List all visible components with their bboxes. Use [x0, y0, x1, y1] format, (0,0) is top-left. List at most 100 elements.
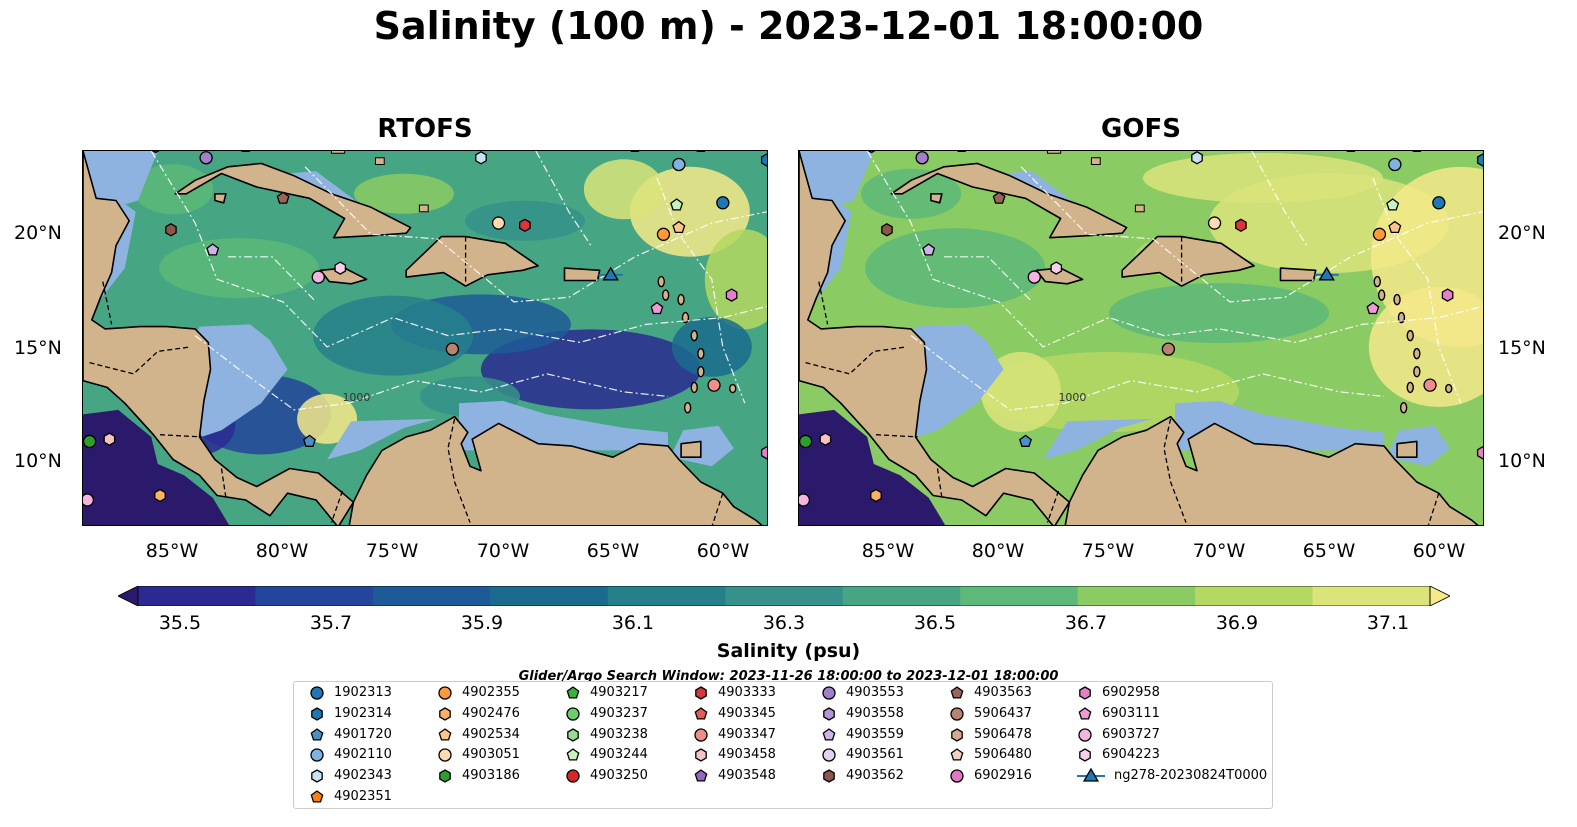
colorbar-tick: 35.5 [158, 612, 202, 634]
land-isla-juventud [214, 192, 227, 204]
float-marker [1388, 157, 1402, 172]
legend-item: 5906478 [948, 725, 1032, 745]
float-marker [716, 196, 730, 210]
float-legend-icon [566, 769, 580, 783]
float-marker [1161, 342, 1176, 356]
colorbar-tick: 35.9 [460, 612, 504, 634]
colorbar-segment [725, 586, 844, 606]
colorbar-tick: 36.9 [1215, 612, 1259, 634]
land-lesser-antilles [1397, 311, 1406, 324]
salinity-patch [159, 238, 320, 299]
legend-marker [439, 769, 451, 783]
colorbar-segment [607, 586, 726, 606]
float-marker [760, 153, 767, 167]
float-legend-icon [950, 769, 964, 783]
legend-label: 6903727 [1102, 726, 1160, 742]
legend-marker [439, 707, 451, 721]
legend-marker [950, 707, 964, 721]
lat-label-15n-left: 15°N [14, 337, 62, 359]
float-legend-icon [694, 769, 708, 782]
search-window-text: Glider/Argo Search Window: 2023-11-26 18… [518, 669, 1059, 684]
legend-item: 6904223 [1076, 745, 1160, 765]
legend-label: 4903548 [718, 768, 776, 784]
float-legend-icon [950, 748, 964, 761]
eez-boundary [944, 256, 1033, 303]
land-south-america [1064, 415, 1479, 525]
legend-label: 5906437 [974, 705, 1032, 721]
lon-label-70w-rtofs: 70°W [476, 540, 530, 562]
float-marker [992, 191, 1006, 204]
legend-label: 4903458 [718, 747, 776, 763]
land-central-america [83, 151, 355, 525]
legend-label: 4903559 [846, 726, 904, 742]
float-marker [1019, 434, 1032, 447]
float-legend-icon [822, 727, 836, 741]
float-marker [725, 288, 738, 302]
legend-marker [951, 727, 963, 742]
land-barbados [1445, 383, 1453, 394]
legend-marker [310, 790, 324, 803]
colorbar-segment [1312, 586, 1431, 606]
legend-item: 4903558 [820, 704, 904, 724]
figure-title: Salinity (100 m) - 2023-12-01 18:00:00 [373, 4, 1204, 48]
colorbar-segment [372, 586, 491, 606]
land-bahamas [374, 157, 385, 166]
gulf-shelf [83, 151, 158, 208]
lat-label-20n-left: 20°N [14, 222, 62, 244]
float-legend-icon [311, 769, 323, 783]
legend-item: 4902534 [436, 725, 520, 745]
lon-label-70w-gofs: 70°W [1192, 540, 1246, 562]
colorbar-extend-max [1429, 586, 1450, 606]
legend-marker [438, 748, 452, 763]
land-bahamas [1134, 204, 1145, 213]
float-legend-icon [439, 707, 451, 721]
country-border [1046, 490, 1060, 523]
legend-marker [566, 707, 580, 721]
float-marker [1235, 218, 1247, 233]
legend-label: 6902916 [974, 768, 1032, 784]
float-legend-icon [822, 748, 836, 763]
land-lesser-antilles [1373, 275, 1381, 288]
land-lesser-antilles [1393, 293, 1401, 306]
legend-marker [694, 706, 708, 720]
legend-marker [438, 727, 452, 741]
float-marker [103, 432, 116, 446]
float-legend-icon [823, 769, 835, 783]
float-marker [656, 227, 671, 241]
legend-marker [310, 686, 324, 700]
float-marker [519, 218, 531, 233]
legend-item: 4903561 [820, 745, 904, 765]
shelf-area [904, 324, 1004, 437]
float-legend-icon [950, 707, 964, 721]
float-marker [707, 378, 721, 392]
float-marker [276, 191, 290, 204]
legend-label: 1902314 [334, 705, 392, 721]
land-south-america [348, 415, 763, 525]
colorbar-segment [842, 586, 961, 606]
legend-marker [950, 748, 964, 761]
legend-label: 4902343 [334, 768, 392, 784]
legend-item: 4903562 [820, 766, 904, 786]
country-border [220, 468, 227, 498]
land-cuba [174, 162, 412, 239]
float-marker [165, 223, 177, 237]
float-legend-icon [567, 727, 579, 742]
float-legend-icon [439, 769, 451, 783]
lon-label-60w-rtofs: 60°W [696, 540, 750, 562]
float-marker [199, 151, 213, 165]
float-legend-icon [566, 686, 580, 699]
country-border [330, 490, 344, 523]
float-marker [1386, 198, 1400, 211]
lon-label-80w-rtofs: 80°W [255, 540, 309, 562]
land-lesser-antilles [1406, 381, 1414, 394]
float-legend-icon [694, 706, 708, 720]
lon-label-75w-rtofs: 75°W [365, 540, 419, 562]
float-marker [760, 445, 767, 460]
colorbar-tick: 36.7 [1064, 612, 1108, 634]
land-lesser-antilles [1413, 347, 1421, 360]
legend-label: 4902476 [462, 705, 520, 721]
float-marker [83, 493, 95, 507]
land-lesser-antilles [677, 293, 685, 306]
legend-label: 5906478 [974, 726, 1032, 742]
legend-marker [311, 707, 323, 721]
